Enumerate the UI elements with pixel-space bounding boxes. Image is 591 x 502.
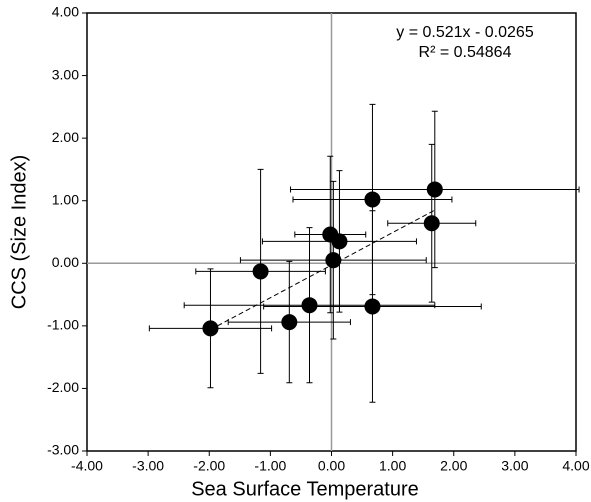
x-tick-label: -2.00 xyxy=(193,458,225,474)
point xyxy=(281,314,298,331)
y-tick-label: 3.00 xyxy=(52,66,79,82)
point xyxy=(423,215,440,232)
x-tick-label: 4.00 xyxy=(562,458,589,474)
y-tick-label: 1.00 xyxy=(52,191,79,207)
x-axis-title: Sea Surface Temperature xyxy=(191,478,419,500)
y-axis-title: CCS (Size Index) xyxy=(8,155,30,310)
y-tick-label: -3.00 xyxy=(47,442,79,458)
point xyxy=(364,191,381,208)
point xyxy=(325,252,342,269)
x-tick-label: 2.00 xyxy=(440,458,467,474)
x-tick-label: -1.00 xyxy=(254,458,286,474)
point xyxy=(331,233,348,250)
y-tick-label: 2.00 xyxy=(52,129,79,145)
x-tick-label: -4.00 xyxy=(71,458,103,474)
r-squared: R² = 0.54864 xyxy=(419,44,512,61)
point xyxy=(364,298,381,315)
point xyxy=(202,320,219,337)
point xyxy=(252,263,269,280)
y-tick-label: -1.00 xyxy=(47,317,79,333)
x-tick-label: 3.00 xyxy=(501,458,528,474)
trendline xyxy=(210,209,436,331)
equation: y = 0.521x - 0.0265 xyxy=(396,24,534,41)
y-tick-label: -2.00 xyxy=(47,379,79,395)
x-tick-label: 1.00 xyxy=(379,458,406,474)
x-tick-label: 0.00 xyxy=(318,458,345,474)
y-tick-label: 4.00 xyxy=(52,4,79,20)
x-tick-label: -3.00 xyxy=(132,458,164,474)
y-tick-label: 0.00 xyxy=(52,254,79,270)
point xyxy=(301,297,318,314)
point xyxy=(426,181,443,198)
